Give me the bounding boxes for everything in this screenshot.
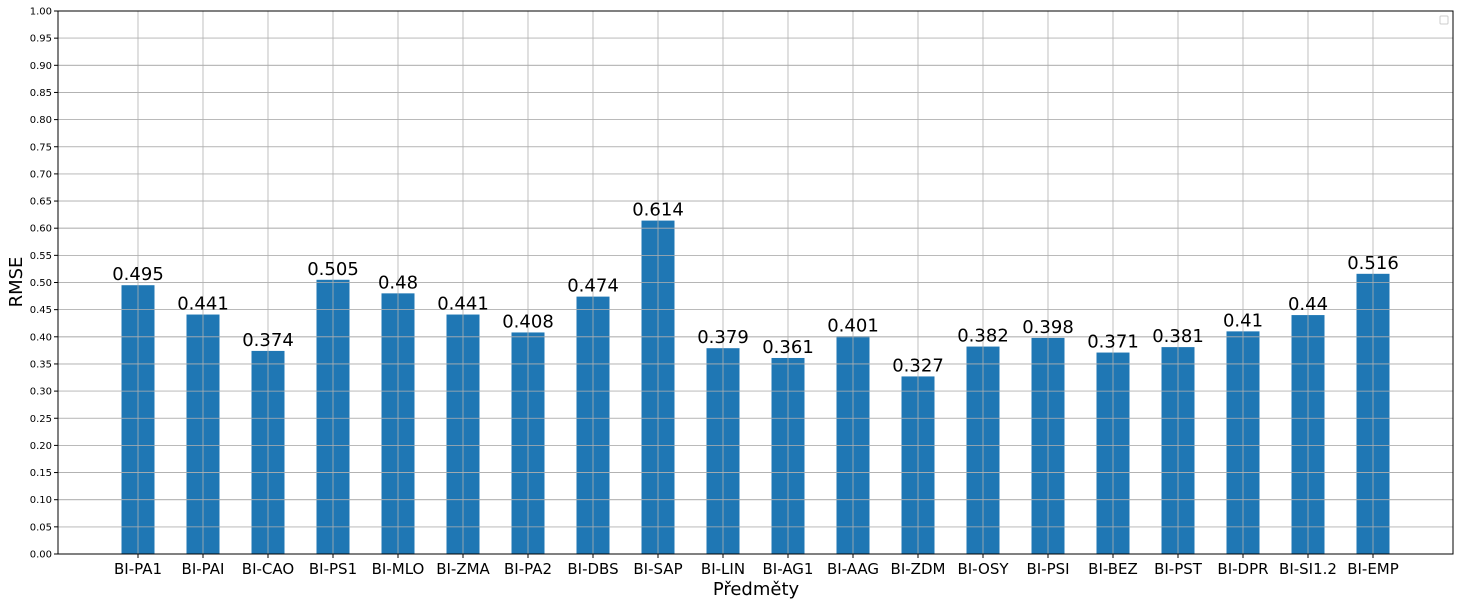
data-label: 0.401 [827, 315, 879, 336]
data-label: 0.398 [1022, 317, 1074, 338]
x-tick-label: BI-PA2 [504, 560, 552, 578]
x-tick-label: BI-LIN [701, 560, 745, 578]
y-tick-label: 0.20 [30, 441, 52, 452]
y-tick-label: 0.35 [30, 359, 52, 370]
y-tick-label: 0.30 [30, 387, 52, 398]
data-label: 0.505 [307, 259, 359, 280]
data-label: 0.516 [1347, 253, 1399, 274]
data-label: 0.381 [1152, 326, 1204, 347]
data-label: 0.44 [1288, 294, 1328, 315]
data-label: 0.614 [632, 200, 684, 221]
x-tick-label: BI-DBS [567, 560, 618, 578]
y-tick-label: 0.85 [30, 88, 52, 99]
data-label: 0.441 [437, 294, 489, 315]
y-tick-label: 0.45 [30, 305, 52, 316]
y-tick-label: 0.05 [30, 522, 52, 533]
x-tick-label: BI-MLO [372, 560, 425, 578]
data-label: 0.374 [242, 330, 294, 351]
data-label: 0.474 [567, 276, 619, 297]
y-tick-labels: 0.00 0.05 0.10 0.15 0.20 0.25 0.30 0.35 0.40 0.45… [30, 7, 58, 561]
data-label: 0.361 [762, 337, 814, 358]
data-label: 0.379 [697, 327, 749, 348]
y-tick-label: 0.65 [30, 197, 52, 208]
x-tick-label: BI-CAO [242, 560, 294, 578]
x-tick-label: BI-PS1 [309, 560, 357, 578]
x-tick-labels: BI-PA1 BI-PAI BI-CAO BI-PS1 BI-MLO BI-ZMA BI-P… [114, 554, 1399, 578]
legend [1439, 15, 1449, 25]
y-tick-label: 0.55 [30, 251, 52, 262]
y-tick-label: 0.75 [30, 142, 52, 153]
y-tick-label: 0.00 [30, 550, 52, 561]
x-tick-label: BI-ZMA [436, 560, 490, 578]
data-label-layer: 0.495 0.441 0.374 0.505 0.48 0.441 0.408 0.474 0… [112, 200, 1399, 377]
data-label: 0.382 [957, 326, 1009, 347]
x-tick-label: BI-SAP [633, 560, 682, 578]
y-tick-label: 0.95 [30, 34, 52, 45]
y-tick-label: 0.10 [30, 495, 52, 506]
data-label: 0.41 [1223, 310, 1263, 331]
x-tick-label: BI-SI1.2 [1279, 560, 1337, 578]
x-tick-label: BI-PSI [1026, 560, 1069, 578]
y-tick-label: 1.00 [30, 7, 52, 18]
x-tick-label: BI-PAI [182, 560, 225, 578]
x-tick-label: BI-AG1 [763, 560, 814, 578]
y-tick-label: 0.90 [30, 61, 52, 72]
data-label: 0.371 [1087, 332, 1139, 353]
x-tick-label: BI-OSY [957, 560, 1009, 578]
y-tick-label: 0.50 [30, 278, 52, 289]
x-tick-label: BI-EMP [1347, 560, 1399, 578]
data-label: 0.48 [378, 272, 418, 293]
x-tick-label: BI-ZDM [891, 560, 946, 578]
y-tick-label: 0.15 [30, 468, 52, 479]
bar-layer [58, 37, 1453, 554]
y-tick-label: 0.25 [30, 414, 52, 425]
x-tick-label: BI-PST [1154, 560, 1203, 578]
y-axis-title: RMSE [6, 257, 27, 308]
data-label: 0.441 [177, 294, 229, 315]
data-label: 0.408 [502, 311, 554, 332]
data-label: 0.495 [112, 264, 164, 285]
x-tick-label: BI-DPR [1217, 560, 1268, 578]
x-tick-label: BI-PA1 [114, 560, 162, 578]
x-tick-label: BI-AAG [827, 560, 879, 578]
x-axis-title: Předměty [713, 579, 800, 600]
y-tick-label: 0.80 [30, 115, 52, 126]
y-tick-label: 0.40 [30, 332, 52, 343]
data-label: 0.327 [892, 355, 944, 376]
x-tick-label: BI-BEZ [1088, 560, 1138, 578]
y-tick-label: 0.60 [30, 224, 52, 235]
y-tick-label: 0.70 [30, 169, 52, 180]
